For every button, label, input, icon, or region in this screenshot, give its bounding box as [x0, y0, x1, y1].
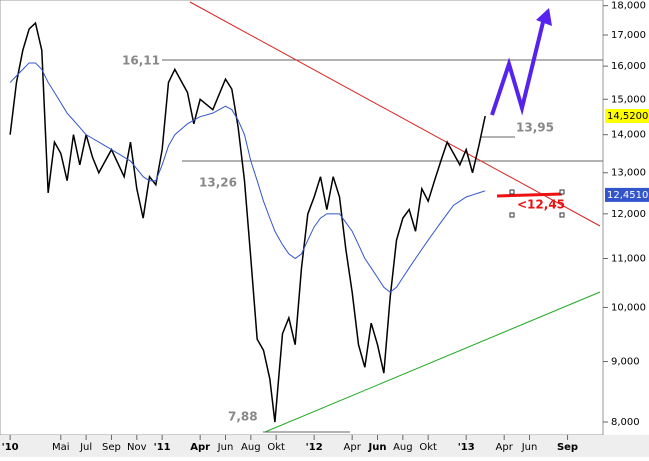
y-tick-label: 16,000 — [611, 61, 646, 72]
x-tick-label: '11 — [154, 442, 171, 453]
handles — [509, 189, 565, 218]
target-line — [496, 192, 563, 198]
annotation: 13,95 — [516, 121, 554, 135]
y-tick-label: 18,000 — [611, 1, 646, 12]
y-tick-label: 13,000 — [611, 168, 646, 179]
x-tick-label: '13 — [458, 442, 475, 453]
y-tick-label: 14,000 — [611, 130, 646, 141]
arrow-head — [536, 8, 552, 26]
x-tick-label: Aug — [393, 442, 413, 453]
x-tick-label: Jun — [521, 442, 538, 453]
y-tick-label: 10,000 — [611, 302, 646, 313]
x-tick-label: Okt — [267, 442, 285, 453]
price-tag — [605, 187, 649, 202]
annotation: 7,88 — [228, 410, 258, 424]
up-trend — [264, 291, 601, 433]
x-tick-label: Mai — [52, 442, 70, 453]
price-line — [9, 62, 486, 293]
x-axis-band — [0, 435, 649, 457]
annotation: 16,11 — [122, 54, 160, 68]
x-tick-label: Jul — [79, 442, 92, 453]
y-tick-label: 9,000 — [611, 357, 640, 368]
price-tag-label: 12,4510 — [607, 190, 648, 201]
plot-area — [0, 0, 604, 436]
y-tick-label: 15,000 — [611, 94, 646, 105]
x-tick-label: Jun — [217, 442, 234, 453]
y-tick-label: 12,000 — [611, 209, 646, 220]
x-tick-label: Aug — [241, 442, 261, 453]
x-tick-label: Apr — [344, 442, 362, 453]
price-line — [9, 21, 486, 423]
price-tag — [605, 108, 649, 123]
x-tick-label: Nov — [127, 442, 147, 453]
x-tick-label: Sep — [102, 442, 121, 453]
annotation: 13,26 — [199, 176, 237, 190]
annotation: <12,45 — [517, 198, 565, 212]
forecast-arrow — [490, 13, 547, 116]
x-tick-label: Apr — [496, 442, 514, 453]
price-tag-label: 14,5200 — [607, 111, 648, 122]
x-tick-label: Jun — [368, 442, 387, 453]
y-tick-label: 17,000 — [611, 30, 646, 41]
x-tick-label: Okt — [419, 442, 437, 453]
x-tick-label: '12 — [306, 442, 323, 453]
x-tick-label: Apr — [190, 442, 210, 453]
y-tick-label: 8,000 — [611, 417, 640, 428]
x-tick-label: '10 — [2, 442, 19, 453]
y-tick-label: 11,000 — [611, 254, 646, 265]
x-tick-label: Sep — [557, 442, 578, 453]
down-trend — [189, 1, 601, 227]
